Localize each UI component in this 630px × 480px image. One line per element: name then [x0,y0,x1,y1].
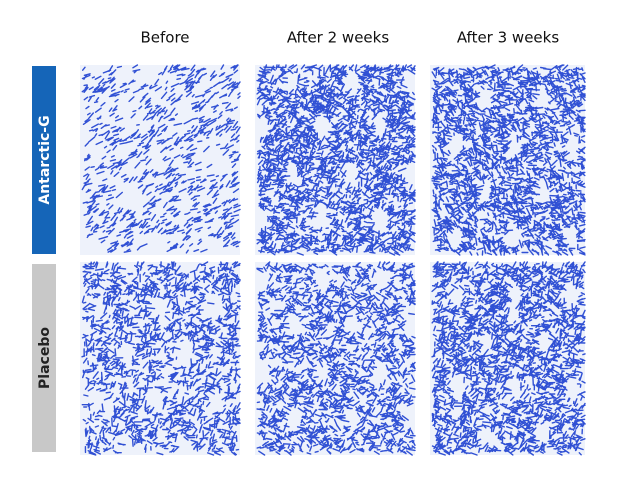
micrograph-texture [256,261,416,456]
micrograph-background [80,65,240,255]
column-header: After 3 weeks [457,29,560,47]
row-label: Placebo [37,327,53,389]
micrograph-texture [81,261,241,456]
micrograph-texture [81,64,241,254]
column-header: After 2 weeks [287,29,390,47]
row-label: Antarctic-G [37,115,53,204]
micrograph-texture [431,64,586,256]
micrograph-texture [256,64,416,256]
column-header: Before [140,29,189,47]
row-label-bar [32,66,56,254]
image-grid [80,64,586,456]
row-label-bar [32,264,56,452]
micrograph-texture [431,261,586,456]
